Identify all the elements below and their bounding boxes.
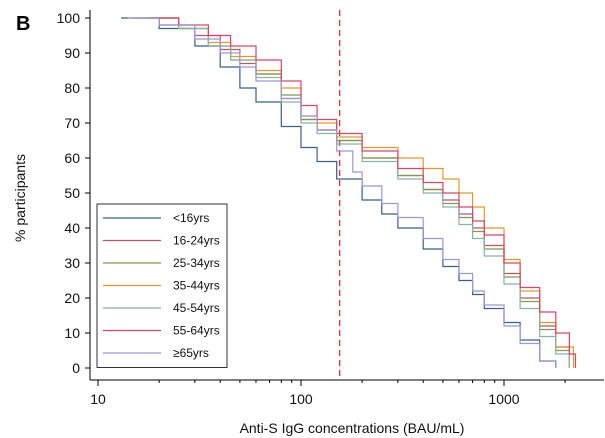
legend-label: 55-64yrs (173, 324, 220, 338)
y-tick-label: 70 (64, 115, 80, 131)
x-tick-label: 1000 (488, 391, 519, 407)
axes: 0 10 20 30 40 50 60 70 80 90 100 10 100 1000 (57, 10, 604, 407)
x-axis-title: Anti-S IgG concentrations (BAU/mL) (240, 420, 465, 436)
y-tick-label: 20 (64, 290, 80, 306)
y-tick-label: 50 (64, 185, 80, 201)
series-lines (121, 17, 577, 368)
y-tick-label: 40 (64, 220, 80, 236)
series-line (144, 17, 570, 368)
x-tick-label: 10 (90, 391, 106, 407)
y-tick-label: 0 (72, 360, 80, 376)
panel-label: B (16, 13, 30, 35)
legend-label: 45-54yrs (173, 301, 220, 315)
y-tick-label: 90 (64, 45, 80, 61)
series-line (149, 17, 577, 368)
legend-label: 16-24yrs (173, 234, 220, 248)
legend-label: 25-34yrs (173, 256, 220, 270)
legend: <16yrs 16-24yrs 25-34yrs 35-44yrs 45-54yrs 55… (96, 203, 228, 368)
legend-label: ≥65yrs (173, 346, 209, 360)
series-line (127, 17, 557, 368)
y-axis-title: % participants (12, 154, 28, 242)
y-tick-label: 80 (64, 80, 80, 96)
legend-label: <16yrs (173, 211, 209, 225)
legend-label: 35-44yrs (173, 279, 220, 293)
y-tick-label: 100 (57, 10, 81, 26)
y-tick-label: 60 (64, 150, 80, 166)
y-tick-label: 30 (64, 255, 80, 271)
x-tick-label: 100 (289, 391, 313, 407)
y-tick-label: 10 (64, 325, 80, 341)
